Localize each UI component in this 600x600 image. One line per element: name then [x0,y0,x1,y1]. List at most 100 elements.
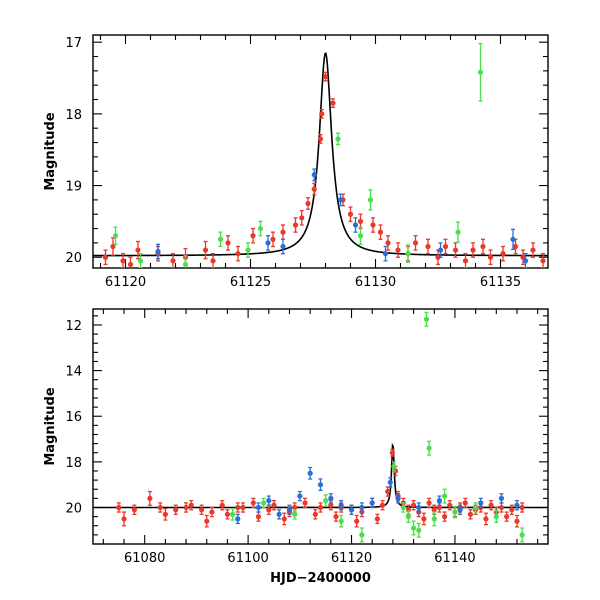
x-tick-label: 61080 [124,551,165,566]
data-point-red [426,500,432,506]
data-point-red [102,254,109,260]
series-blue [155,168,529,268]
y-tick-label: 20 [65,501,82,516]
bottom-panel: 61080 61100 61120 61140 12 14 16 18 20 Magnitude H… [43,308,549,586]
y-tick-label: 14 [65,365,82,380]
series-green [230,311,525,543]
data-point-red [224,511,231,517]
data-point-red [441,514,448,520]
data-point-green [405,251,411,257]
x-tick-label: 61140 [434,551,475,566]
data-point-blue [382,251,389,257]
data-point-red [120,258,126,264]
data-point-blue [514,502,520,508]
data-point-red [410,502,417,508]
data-point-red [270,236,276,242]
data-point-red [240,504,246,511]
data-layer [93,311,548,543]
data-point-blue [359,504,365,511]
data-point-green [519,532,525,538]
data-point-blue [265,240,271,246]
data-point-red [198,507,205,513]
data-point-red [509,507,515,513]
data-point-green [261,500,267,506]
data-point-red [235,504,241,511]
data-point-red [435,254,441,260]
data-point-blue [348,507,355,513]
data-point-green [473,504,479,511]
y-tick-label: 20 [65,251,82,266]
data-point-blue [338,502,344,508]
y-tick-label: 19 [65,180,82,195]
y-tick-label: 18 [65,108,82,123]
data-point-red [330,100,336,106]
data-point-red [483,516,489,522]
data-point-blue [307,470,313,476]
data-point-red [162,511,168,517]
data-point-red [395,247,401,253]
y-tick-label: 12 [65,319,82,334]
data-point-red [219,502,225,508]
data-point-red [385,240,391,246]
data-point-red [322,73,329,80]
data-point-red [377,229,384,235]
data-point-blue [317,482,324,488]
data-point-red [519,504,525,511]
data-point-green [493,514,499,520]
data-point-green [452,509,458,515]
x-tick-label: 61125 [230,275,271,290]
data-point-green [217,236,224,242]
data-layer [93,42,548,268]
data-point-blue [255,504,262,511]
data-point-red [135,247,141,253]
data-point-blue [498,495,505,501]
top-panel: 61120 61125 61130 61135 17 18 19 20 Magnitude [43,34,549,290]
data-point-red [354,518,360,524]
data-point-green [359,532,365,538]
data-point-green [292,511,298,517]
data-point-blue [436,498,443,504]
data-point-blue [286,507,293,513]
data-point-red [425,243,431,250]
data-point-green [410,525,417,531]
y-axis-label: Magnitude [43,112,58,191]
data-point-red [170,258,176,264]
data-point-red [452,247,459,253]
data-point-green [257,225,264,232]
data-point-green [431,516,437,522]
data-point-blue [478,500,484,506]
data-point-red [271,502,277,508]
data-point-red [347,211,354,217]
data-point-red [462,258,469,264]
data-point-green [416,527,422,533]
data-point-red [280,229,286,235]
data-point-red [530,247,536,253]
data-point-red [504,514,510,520]
data-point-red [319,111,325,117]
data-point-red [312,511,318,517]
data-point-red [480,243,486,250]
data-point-blue [311,172,317,178]
data-point-red [447,502,453,508]
data-point-red [173,507,179,513]
data-point-red [379,502,386,508]
data-point-green [230,511,236,517]
data-point-red [487,254,494,260]
model-curve [93,52,548,257]
data-point-red [498,504,505,511]
data-point-blue [276,511,282,517]
data-point-red [540,258,546,264]
data-point-red [127,261,134,268]
data-point-red [512,243,519,250]
data-point-red [374,516,380,522]
data-point-red [250,500,256,506]
data-point-blue [510,236,516,242]
data-point-red [357,218,364,224]
data-point-blue [337,197,344,203]
data-point-blue [328,495,334,501]
data-point-green [367,197,374,203]
data-point-red [317,136,324,142]
data-point-blue [280,243,286,250]
data-point-red [436,504,443,511]
